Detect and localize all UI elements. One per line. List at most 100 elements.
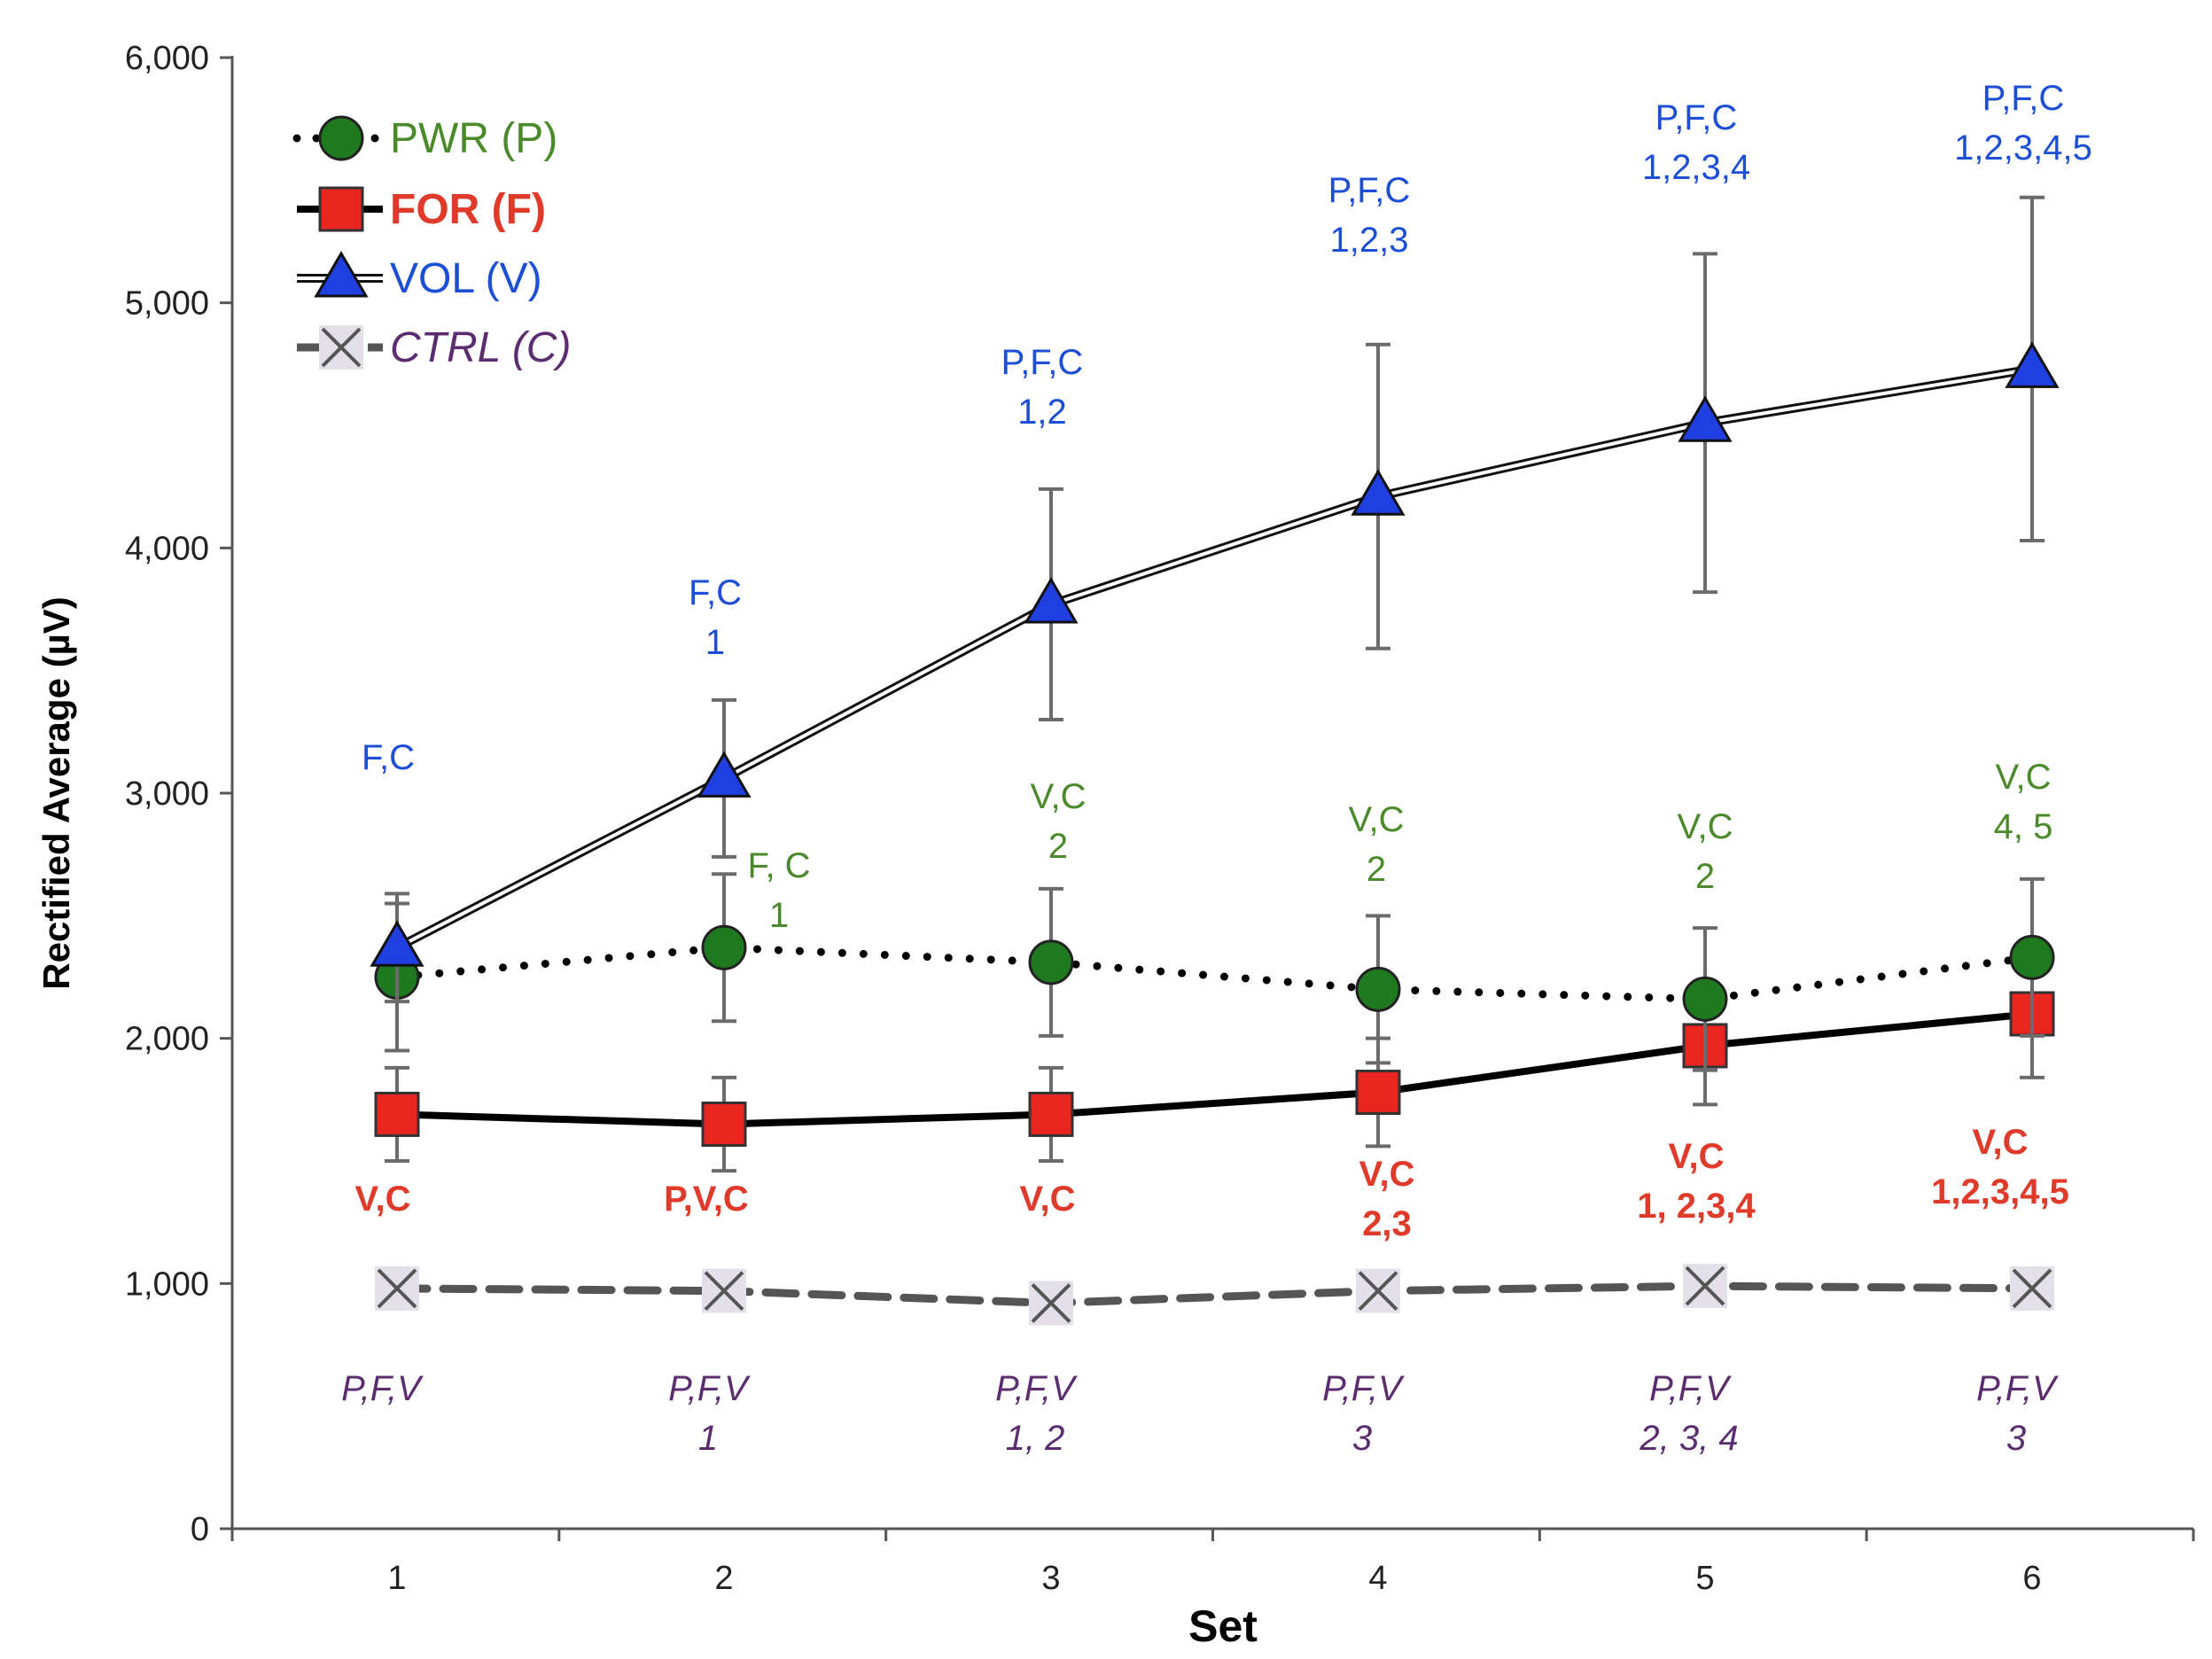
for-annotation-line: V,C	[1019, 1180, 1075, 1219]
pwr-annotation-line: 1	[769, 896, 789, 935]
ctrl-annotation-line: 3	[1352, 1419, 1372, 1458]
ctrl-marker-x2	[1685, 1266, 1725, 1306]
annotation-layer: F, C 1 V,C 2 V,C 2 V,C 2 V,C 4, 5 V,C P,V,C V,C V,C 2,…	[341, 79, 2092, 1458]
vol-marker-triangle	[2005, 341, 2060, 388]
x-tick-label: 6	[2022, 1560, 2041, 1597]
for-point	[1355, 1070, 1401, 1116]
vol-marker-triangle	[370, 920, 424, 967]
for-marker-square	[318, 186, 364, 232]
y-tick-label: 5,000	[125, 285, 209, 323]
pwr-annotation: V,C 4, 5	[1994, 758, 2053, 846]
ctrl-point	[1683, 1264, 1727, 1309]
series-for	[374, 948, 2055, 1173]
vol-annotation: P,F,C 1,2,3	[1328, 171, 1411, 260]
vol-line-outer	[394, 364, 2033, 952]
vol-annotation-line: 1,2,3,4,5	[1954, 129, 2092, 167]
vol-point	[1024, 576, 1079, 624]
ctrl-annotation-line: 1	[698, 1419, 718, 1458]
for-annotation-line: V,C	[1972, 1123, 2028, 1162]
for-marker-square	[701, 1102, 747, 1147]
ctrl-annotation-line: 1, 2	[1006, 1419, 1065, 1458]
ctrl-marker-x2	[321, 327, 362, 368]
pwr-marker-circle	[1682, 976, 1728, 1022]
vol-point	[1351, 469, 1406, 516]
vol-point	[697, 751, 752, 798]
for-annotation: V,C	[354, 1180, 410, 1219]
legend-marker	[319, 325, 363, 370]
for-marker-square	[1028, 1091, 1074, 1137]
for-annotation: V,C 1,2,3,4,5	[1931, 1123, 2069, 1211]
pwr-annotation-line: V,C	[1677, 807, 1733, 846]
vol-annotation-line: 1,2,3	[1330, 221, 1409, 260]
for-annotation-line: 1,2,3,4,5	[1931, 1172, 2069, 1211]
ctrl-marker-x2	[1358, 1271, 1398, 1312]
vol-marker-triangle	[1678, 395, 1733, 442]
vol-annotation-line: 1,2,3,4	[1642, 148, 1750, 187]
vol-marker-triangle	[1351, 469, 1406, 516]
pwr-annotation-line: F, C	[747, 846, 810, 885]
ctrl-point	[375, 1266, 419, 1311]
vol-annotation: F,C	[362, 738, 415, 777]
x-tick-label: 3	[1041, 1560, 1060, 1597]
for-marker-square	[374, 1091, 420, 1137]
vol-annotation-line: P,F,C	[1982, 79, 2065, 118]
pwr-marker-circle	[318, 115, 364, 161]
ctrl-line	[393, 1281, 2037, 1307]
vol-point	[370, 920, 424, 967]
vol-point	[1678, 395, 1733, 442]
pwr-annotation-line: 2	[1048, 827, 1068, 866]
legend-marker	[314, 251, 369, 298]
for-annotation-line: V,C	[354, 1180, 410, 1219]
pwr-marker-circle	[1028, 939, 1074, 985]
pwr-point	[1355, 966, 1401, 1012]
ctrl-annotation: P,F,V 3	[1976, 1369, 2059, 1458]
legend-item-vol: VOL (V)	[297, 251, 542, 302]
vol-annotation-line: P,F,C	[1328, 171, 1411, 210]
pwr-marker-circle	[701, 924, 747, 970]
ctrl-annotation-line: 2, 3, 4	[1639, 1419, 1738, 1458]
pwr-point	[701, 924, 747, 970]
y-tick-label: 0	[191, 1511, 209, 1548]
pwr-annotation: F, C 1	[747, 846, 810, 935]
for-annotation: P,V,C	[664, 1180, 749, 1219]
x-axis-title: Set	[1188, 1601, 1258, 1651]
legend-item-for: FOR (F)	[297, 186, 546, 233]
pwr-annotation-line: V,C	[1348, 800, 1404, 839]
for-annotation-line: 2,3	[1362, 1204, 1412, 1243]
y-tick-label: 4,000	[125, 530, 209, 567]
y-tick-label: 3,000	[125, 775, 209, 813]
ctrl-annotation-line: P,F,V	[1322, 1369, 1405, 1408]
x-tick-label: 4	[1368, 1560, 1387, 1597]
for-point	[374, 1091, 420, 1137]
pwr-line	[393, 943, 2037, 1003]
legend-label: PWR (P)	[390, 115, 557, 162]
vol-marker-triangle	[697, 751, 752, 798]
legend-label: CTRL (C)	[390, 324, 571, 371]
vol-annotation: P,F,C 1,2,3,4,5	[1954, 79, 2092, 167]
pwr-annotation-line: 2	[1367, 850, 1386, 889]
ctrl-point	[2010, 1266, 2054, 1311]
vol-annotation: P,F,C 1,2	[1001, 343, 1084, 432]
legend-marker	[318, 186, 364, 232]
ctrl-annotation: P,F,V 1, 2	[995, 1369, 1078, 1458]
ctrl-annotation-line: P,F,V	[668, 1369, 751, 1408]
legend: PWR (P) FOR (F) VOL (V) CTRL (C)	[292, 115, 571, 371]
ctrl-annotation-line: P,F,V	[341, 1369, 424, 1408]
ctrl-point	[1356, 1268, 1400, 1313]
series-vol	[370, 195, 2060, 1004]
series-layer	[370, 195, 2060, 1326]
vol-annotation-line: P,F,C	[1655, 98, 1738, 137]
ctrl-annotation-line: P,F,V	[1976, 1369, 2059, 1408]
for-marker-square	[1355, 1070, 1401, 1116]
legend-marker	[318, 115, 364, 161]
y-tick-label: 1,000	[125, 1266, 209, 1303]
series-ctrl	[375, 1264, 2054, 1326]
pwr-annotation-line: V,C	[1030, 777, 1086, 816]
pwr-point	[1028, 939, 1074, 985]
ctrl-annotation: P,F,V	[341, 1369, 424, 1408]
legend-label: FOR (F)	[390, 186, 546, 233]
for-point	[701, 1102, 747, 1147]
legend-item-pwr: PWR (P)	[292, 115, 557, 162]
for-line	[396, 1010, 2033, 1128]
